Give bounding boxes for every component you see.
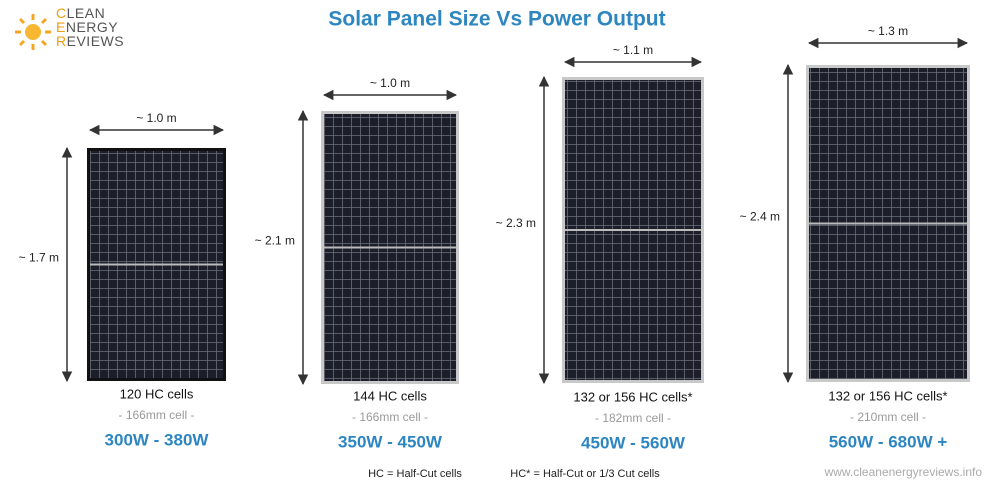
power-output: 560W - 680W + xyxy=(829,432,948,451)
width-label: ~ 1.1 m xyxy=(613,43,653,57)
power-output: 450W - 560W xyxy=(581,433,686,452)
cell-size: - 166mm cell - xyxy=(352,410,428,424)
height-label: ~ 2.1 m xyxy=(255,234,295,248)
cell-size: - 166mm cell - xyxy=(118,408,194,422)
logo-line: CLEAN xyxy=(56,5,106,21)
website: www.cleanenergyreviews.info xyxy=(824,465,983,479)
width-label: ~ 1.0 m xyxy=(136,111,176,125)
footnote: HC = Half-Cut cells xyxy=(368,468,462,480)
cells-label: 144 HC cells xyxy=(353,388,427,403)
logo: CLEAN ENERGY REVIEWS xyxy=(56,6,124,48)
title: Solar Panel Size Vs Power Output xyxy=(328,8,665,31)
cells-label: 132 or 156 HC cells* xyxy=(828,388,947,403)
width-label: ~ 1.3 m xyxy=(868,24,908,38)
cell-size: - 182mm cell - xyxy=(595,411,671,425)
width-label: ~ 1.0 m xyxy=(370,76,410,90)
cell-size: - 210mm cell - xyxy=(850,410,926,424)
power-output: 350W - 450W xyxy=(338,432,443,451)
power-output: 300W - 380W xyxy=(105,430,210,449)
height-label: ~ 2.4 m xyxy=(740,210,780,224)
height-label: ~ 1.7 m xyxy=(19,251,59,265)
height-label: ~ 2.3 m xyxy=(496,216,536,230)
cells-label: 120 HC cells xyxy=(120,386,194,401)
logo-line: ENERGY xyxy=(56,19,119,35)
logo-line: REVIEWS xyxy=(56,33,125,49)
sun-icon xyxy=(15,14,51,50)
cells-label: 132 or 156 HC cells* xyxy=(573,389,692,404)
footnote: HC* = Half-Cut or 1/3 Cut cells xyxy=(510,468,660,480)
